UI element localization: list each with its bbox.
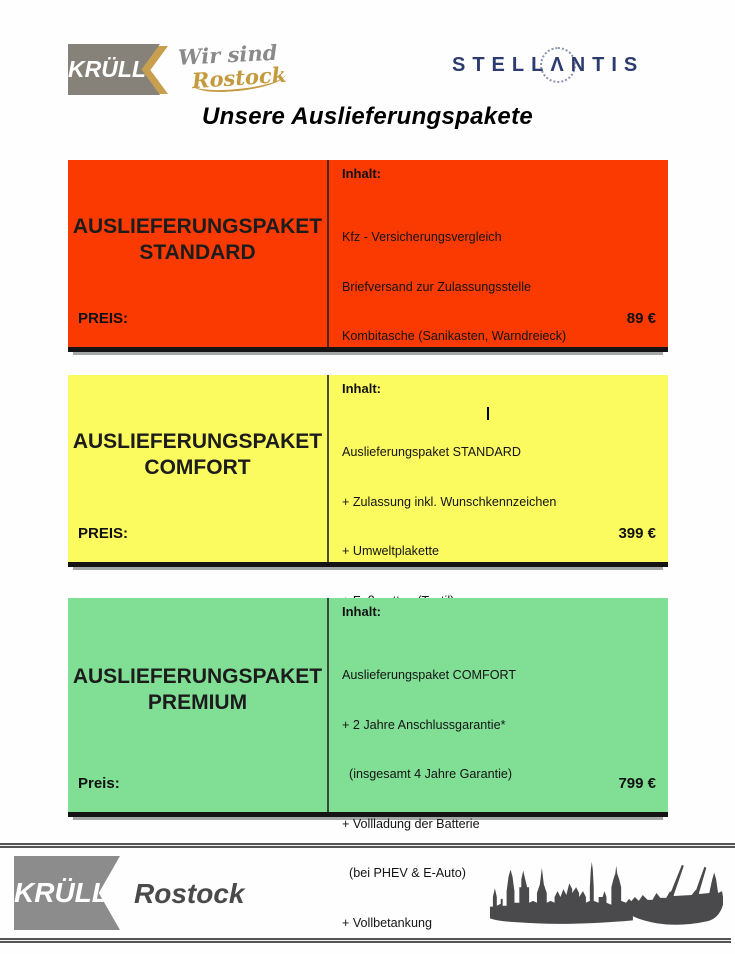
package-name-line2: COMFORT (144, 456, 251, 480)
inhalt-heading: Inhalt: (342, 381, 381, 396)
list-item: Kfz - Versicherungsvergleich (342, 230, 502, 244)
package-name-line1: AUSLIEFERUNGSPAKET (72, 430, 323, 454)
item-list: Auslieferungspaket COMFORT + 2 Jahre Ans… (342, 634, 656, 954)
package-name-line2: STANDARD (139, 241, 256, 265)
stellantis-a-mark: Λ (540, 46, 577, 83)
list-item: + 2 Jahre Anschlussgarantie* (342, 717, 506, 732)
footer-bottom-rule (0, 938, 731, 943)
list-item: + Vollbetankung (342, 915, 432, 930)
list-item: Auslieferungspaket STANDARD (342, 445, 521, 459)
list-item: Kombitasche (Sanikasten, Warndreieck) (342, 329, 567, 343)
footer-city-text: Rostock (134, 878, 245, 909)
price-label: PREIS: (78, 310, 129, 327)
krull-brand-text: KRÜLL (68, 56, 146, 82)
package-comfort-name: AUSLIEFERUNGSPAKET COMFORT (68, 429, 327, 481)
package-premium-name: AUSLIEFERUNGSPAKET PREMIUM (68, 664, 327, 716)
inhalt-heading: Inhalt: (342, 166, 381, 181)
package-comfort-left: AUSLIEFERUNGSPAKET COMFORT PREIS: (68, 375, 327, 562)
price-value: 799 € (618, 775, 656, 792)
price-label: PREIS: (78, 525, 129, 542)
package-comfort-contents: Inhalt: Auslieferungspaket STANDARD + Zu… (329, 375, 668, 756)
package-premium-card: AUSLIEFERUNGSPAKET PREMIUM Preis: Inhalt… (68, 598, 668, 930)
package-standard-contents: Inhalt: Kfz - Versicherungsvergleich Bri… (329, 160, 668, 541)
stellantis-text-right: NTIS (570, 54, 645, 76)
krull-tagline: Wir sind Rostock (177, 40, 288, 95)
stellantis-dot-halo-icon (540, 46, 577, 83)
tagline-line2: Rostock (191, 61, 288, 95)
package-standard-name: AUSLIEFERUNGSPAKET STANDARD (68, 214, 327, 266)
page-title: Unsere Auslieferungspakete (201, 103, 534, 130)
column-divider (327, 375, 329, 562)
package-premium-left: AUSLIEFERUNGSPAKET PREMIUM Preis: (68, 598, 327, 812)
package-name-line1: AUSLIEFERUNGSPAKET (72, 665, 323, 689)
rostock-skyline-icon (489, 861, 723, 925)
list-item: + Vollladung der Batterie (342, 816, 480, 831)
package-comfort-card: AUSLIEFERUNGSPAKET COMFORT PREIS: Inhalt… (68, 375, 668, 756)
text-cursor (487, 407, 489, 420)
package-standard-left: AUSLIEFERUNGSPAKET STANDARD PREIS: (68, 160, 327, 347)
price-label: Preis: (78, 775, 120, 792)
stellantis-logo: STELL ΛNTIS (452, 46, 645, 83)
krull-header-logo: KRÜLL Wir sind Rostock (68, 40, 288, 100)
list-item: (insgesamt 4 Jahre Garantie) (342, 767, 513, 781)
price-value: 89 € (626, 310, 656, 327)
krull-footer-flag-icon: KRÜLL (14, 856, 120, 930)
package-name-line2: PREMIUM (147, 691, 248, 715)
price-value: 399 € (618, 525, 656, 542)
stellantis-text-left: STELL (452, 54, 551, 76)
list-item: + Zulassung inkl. Wunschkennzeichen (342, 494, 557, 509)
list-item: + Umweltplakette (342, 544, 439, 558)
list-item: (bei PHEV & E-Auto) (342, 866, 466, 880)
package-name-line1: AUSLIEFERUNGSPAKET (72, 215, 323, 239)
list-item: Briefversand zur Zulassungsstelle (342, 279, 531, 294)
footer-top-rule (0, 843, 735, 848)
krull-footer-brand-text: KRÜLL (14, 877, 109, 908)
column-divider (327, 598, 329, 812)
inhalt-heading: Inhalt: (342, 604, 381, 619)
list-item: Auslieferungspaket COMFORT (342, 668, 517, 682)
package-premium-contents: Inhalt: Auslieferungspaket COMFORT + 2 J… (329, 598, 668, 930)
column-divider (327, 160, 329, 347)
package-standard-card: AUSLIEFERUNGSPAKET STANDARD PREIS: Inhal… (68, 160, 668, 541)
